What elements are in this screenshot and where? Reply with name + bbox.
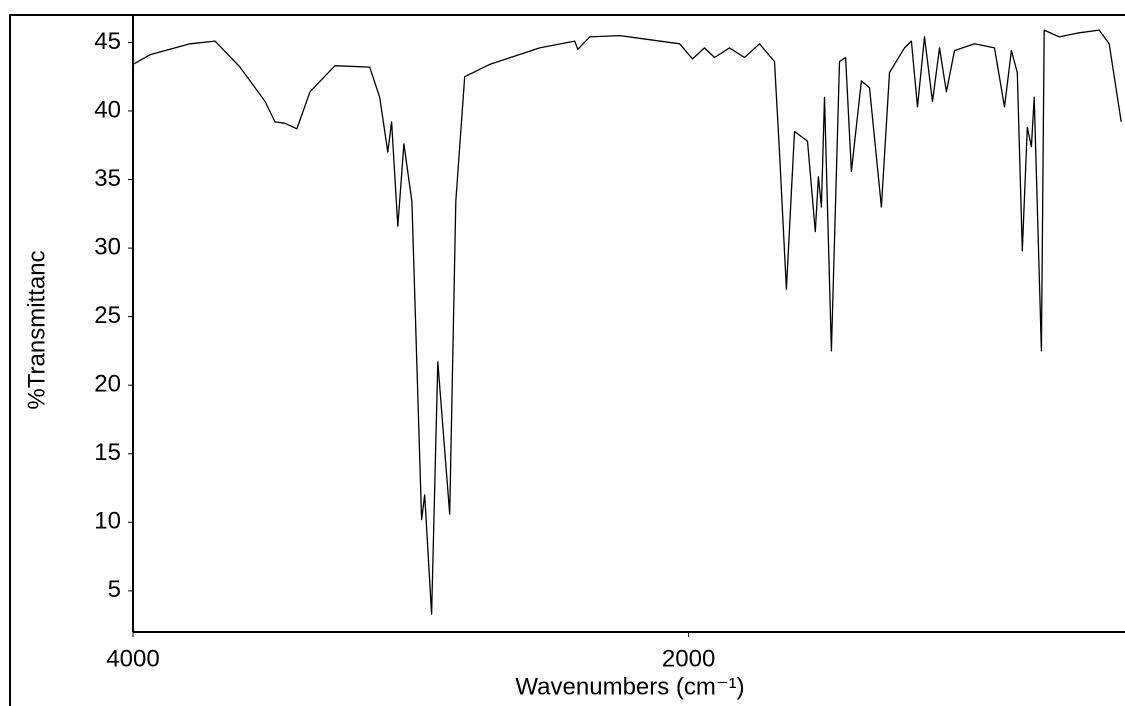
x-axis-label: Wavenumbers (cm⁻¹) — [515, 673, 744, 700]
y-axis-label: %Transmittanc — [23, 250, 50, 409]
y-tick-label: 20 — [94, 371, 121, 398]
y-tick-label: 40 — [94, 96, 121, 123]
x-tick-label: 4000 — [106, 645, 159, 672]
y-tick-label: 45 — [94, 28, 121, 55]
y-tick-label: 30 — [94, 233, 121, 260]
y-tick-label: 5 — [108, 576, 121, 603]
y-tick-label: 35 — [94, 165, 121, 192]
x-tick-label: 2000 — [662, 645, 715, 672]
y-tick-label: 10 — [94, 508, 121, 535]
y-tick-label: 15 — [94, 439, 121, 466]
spectrum-line — [132, 29, 1122, 615]
y-tick-label: 25 — [94, 302, 121, 329]
frame — [9, 14, 1125, 706]
